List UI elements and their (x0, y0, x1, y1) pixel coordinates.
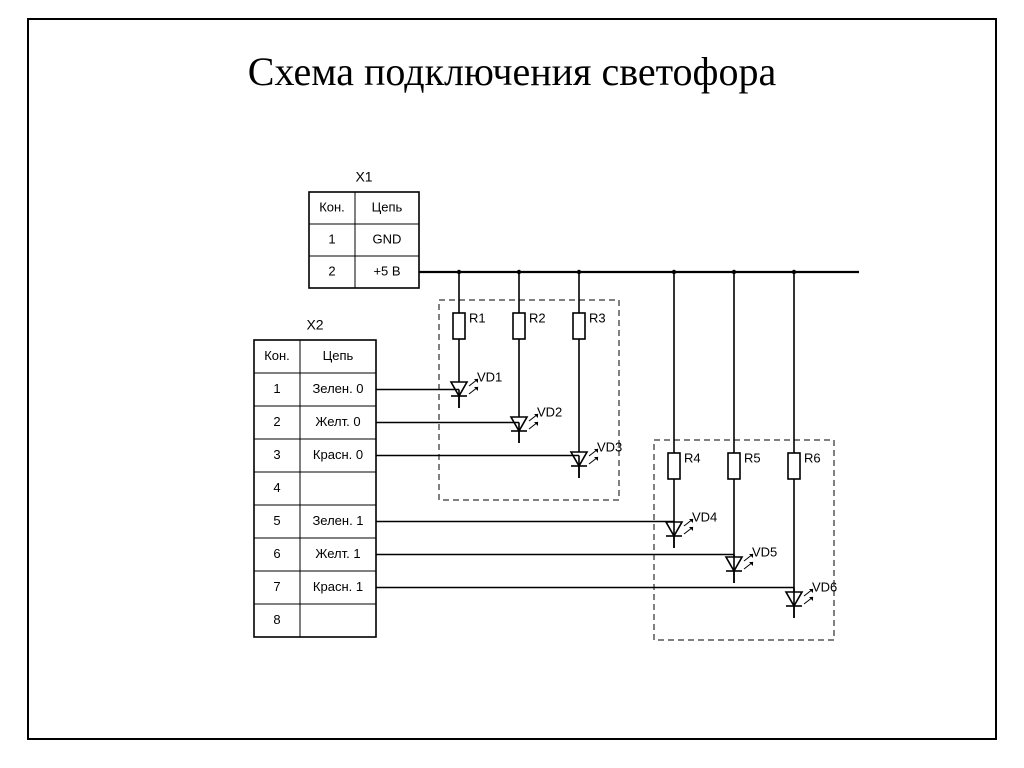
svg-text:Кон.: Кон. (264, 348, 290, 363)
svg-text:8: 8 (273, 612, 280, 627)
svg-text:VD4: VD4 (692, 509, 717, 524)
svg-text:Зелен. 0: Зелен. 0 (312, 381, 363, 396)
svg-text:X2: X2 (306, 317, 323, 333)
svg-text:VD2: VD2 (537, 404, 562, 419)
svg-text:VD5: VD5 (752, 544, 777, 559)
svg-text:R6: R6 (804, 450, 821, 465)
svg-text:VD6: VD6 (812, 579, 837, 594)
svg-text:Кон.: Кон. (319, 199, 345, 214)
svg-text:Желт. 0: Желт. 0 (315, 414, 360, 429)
svg-text:Цепь: Цепь (372, 199, 403, 214)
svg-text:5: 5 (273, 513, 280, 528)
svg-text:2: 2 (328, 263, 335, 278)
svg-text:4: 4 (273, 480, 280, 495)
svg-text:X1: X1 (355, 169, 372, 185)
svg-text:R2: R2 (529, 310, 546, 325)
svg-text:GND: GND (373, 231, 402, 246)
svg-text:7: 7 (273, 579, 280, 594)
svg-text:Желт. 1: Желт. 1 (315, 546, 360, 561)
svg-text:2: 2 (273, 414, 280, 429)
svg-text:R1: R1 (469, 310, 486, 325)
svg-text:R3: R3 (589, 310, 606, 325)
svg-text:R4: R4 (684, 450, 701, 465)
circuit-diagram: X1 Кон. Цепь 1 GND 2 +5 В X2 Кон. Цепь 1 Зелен. 0 2 Ж… (29, 20, 995, 738)
svg-text:VD1: VD1 (477, 369, 502, 384)
svg-text:Красн. 1: Красн. 1 (313, 579, 363, 594)
svg-text:VD3: VD3 (597, 439, 622, 454)
svg-text:Цепь: Цепь (323, 348, 354, 363)
svg-text:1: 1 (273, 381, 280, 396)
svg-text:R5: R5 (744, 450, 761, 465)
page-frame: Схема подключения светофора X1Кон.Цепь1G… (27, 18, 997, 740)
svg-text:1: 1 (328, 231, 335, 246)
svg-text:Красн. 0: Красн. 0 (313, 447, 363, 462)
svg-text:+5 В: +5 В (373, 263, 400, 278)
svg-text:Зелен. 1: Зелен. 1 (312, 513, 363, 528)
svg-text:6: 6 (273, 546, 280, 561)
svg-text:3: 3 (273, 447, 280, 462)
